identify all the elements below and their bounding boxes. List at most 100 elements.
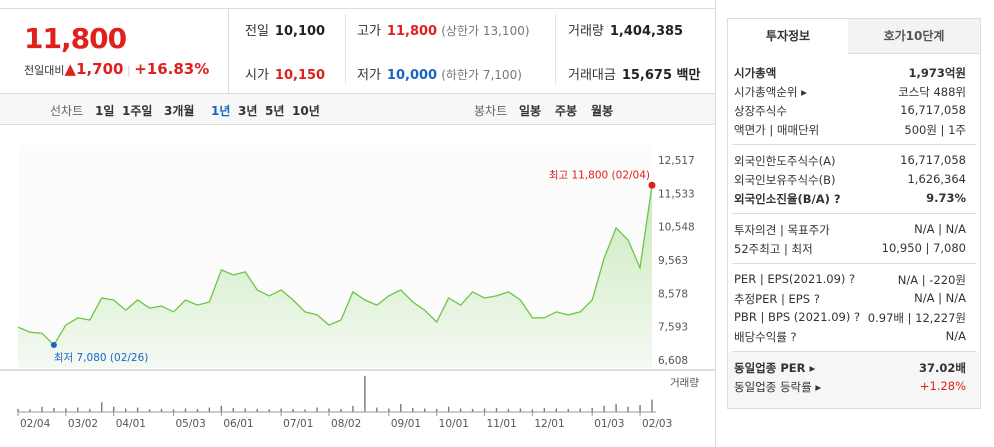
summary-label: 전일 — [245, 24, 269, 39]
info-value: 9.73% — [926, 191, 966, 205]
info-value: 10,950 | 7,080 — [881, 241, 966, 255]
summary-cell: 저가 10,000 (하한가 7,100) — [357, 64, 522, 83]
info-label: 외국인보유주식수(B) — [734, 173, 836, 187]
volume-bar — [124, 408, 127, 412]
info-value: 코스닥 488위 — [898, 85, 966, 99]
volume-bar — [364, 375, 366, 412]
volume-bar — [639, 404, 641, 412]
volume-bar — [292, 408, 294, 412]
divider — [228, 8, 229, 93]
volume-bar — [208, 407, 211, 412]
x-tick-label: 02/04 — [20, 418, 51, 430]
volume-bar — [268, 409, 270, 412]
info-row: 외국인한도주식수(A) 16,717,058 — [734, 153, 966, 171]
info-label: PBR | BPS (2021.09) ? — [734, 310, 861, 324]
x-tick-label: 04/01 — [116, 418, 146, 430]
candle-tab[interactable]: 주봉 — [555, 104, 578, 118]
volume-bar — [29, 409, 31, 412]
x-tick-label: 11/01 — [487, 418, 517, 430]
volume-bar — [136, 407, 139, 412]
x-tick-label: 12/01 — [534, 418, 564, 430]
info-value: 37.02배 — [919, 361, 966, 375]
info-row: 시가총액순위 ▸ 코스닥 488위 — [734, 84, 966, 102]
volume-bar — [340, 408, 342, 412]
summary-label: 거래대금 — [568, 68, 616, 83]
volume-bar — [101, 402, 103, 412]
x-tick-label: 06/01 — [223, 418, 253, 430]
price: 11,800 — [24, 22, 127, 55]
summary-label: 거래량 — [568, 24, 604, 39]
period-tab[interactable]: 3년 — [238, 104, 258, 118]
separator — [732, 144, 976, 145]
volume-bar — [603, 405, 605, 412]
volume-legend: 거래량 — [670, 377, 699, 389]
info-row: PBR | BPS (2021.09) ? 0.97배 | 12,227원 — [734, 310, 966, 328]
period-tab[interactable]: 5년 — [265, 104, 285, 118]
volume-bar — [495, 408, 498, 412]
volume-bar — [459, 408, 462, 412]
change: 전일대비▲1,700 | +16.83% — [24, 60, 210, 78]
volume-bar — [256, 408, 258, 412]
x-tick-label: 01/03 — [594, 418, 624, 430]
info-value: +1.28% — [919, 379, 966, 393]
divider — [345, 14, 346, 84]
summary-value: 11,800 — [386, 24, 438, 39]
x-tick-label: 10/01 — [439, 418, 469, 430]
volume-bar — [244, 408, 246, 412]
x-tick-label: 08/02 — [331, 418, 361, 430]
info-row: 시가총액 1,973억원 — [734, 65, 966, 83]
volume-bar — [172, 409, 175, 412]
x-tick-label: 07/01 — [283, 418, 313, 430]
info-row: 외국인소진율(B/A) ? 9.73% — [734, 191, 966, 209]
change-rate: +16.83% — [134, 60, 210, 78]
period-tab[interactable]: 1일 — [95, 104, 115, 118]
info-row: 동일업종 등락률 ▸ +1.28% — [734, 379, 966, 397]
volume-bar — [579, 408, 581, 412]
info-label: 투자의견 | 목표주가 — [734, 223, 830, 237]
info-value: 16,717,058 — [900, 153, 966, 167]
info-row: PER | EPS(2021.09) ? N/A | -220원 — [734, 272, 966, 290]
x-tick-label: 02/03 — [642, 418, 672, 430]
y-tick-label: 9,563 — [658, 255, 688, 267]
info-label: 시가총액순위 ▸ — [734, 85, 807, 99]
period-tab[interactable]: 3개월 — [164, 104, 195, 118]
x-tick-label: 05/03 — [176, 418, 206, 430]
info-value: N/A | N/A — [914, 291, 966, 305]
volume-bar — [41, 406, 43, 412]
quote-box — [0, 8, 715, 93]
volume-bar — [567, 408, 569, 412]
period-tab[interactable]: 1년 — [211, 104, 231, 118]
candle-tab[interactable]: 월봉 — [591, 104, 614, 118]
info-row: 동일업종 PER ▸ 37.02배 — [734, 360, 966, 378]
divider — [555, 14, 556, 84]
change-value: ▲1,700 — [64, 60, 124, 78]
info-label: 상장주식수 — [734, 104, 787, 118]
info-tab[interactable]: 투자정보 — [728, 19, 849, 53]
period-tab[interactable]: 10년 — [292, 104, 320, 118]
info-row: 52주최고 | 최저 10,950 | 7,080 — [734, 241, 966, 259]
info-tab[interactable]: 호가10단계 — [848, 19, 980, 54]
volume-bar — [519, 408, 522, 412]
summary-cell: 고가 11,800 (상한가 13,100) — [357, 20, 530, 39]
section-bg — [728, 352, 980, 408]
info-label: 시가총액 — [734, 66, 777, 80]
y-tick-label: 10,548 — [658, 222, 695, 234]
info-value: 0.97배 | 12,227원 — [867, 311, 966, 325]
period-tab[interactable]: 1주일 — [122, 104, 153, 118]
info-value: N/A — [945, 329, 966, 343]
volume-bar — [220, 405, 223, 412]
candle-tab[interactable]: 일봉 — [519, 104, 542, 118]
volume-bar — [112, 406, 115, 412]
volume-bar — [615, 404, 617, 412]
info-label: 추정PER | EPS ? — [734, 292, 820, 306]
volume-bar — [651, 399, 653, 412]
summary-note: (하한가 7,100) — [441, 68, 522, 82]
volume-bar — [148, 409, 151, 412]
volume-bar — [77, 407, 79, 412]
separator — [732, 263, 976, 264]
info-label: PER | EPS(2021.09) ? — [734, 272, 856, 286]
volume-bar — [352, 405, 354, 412]
summary-cell: 거래대금 15,675 백만 — [568, 64, 700, 83]
info-row: 액면가 | 매매단위 500원 | 1주 — [734, 122, 966, 140]
